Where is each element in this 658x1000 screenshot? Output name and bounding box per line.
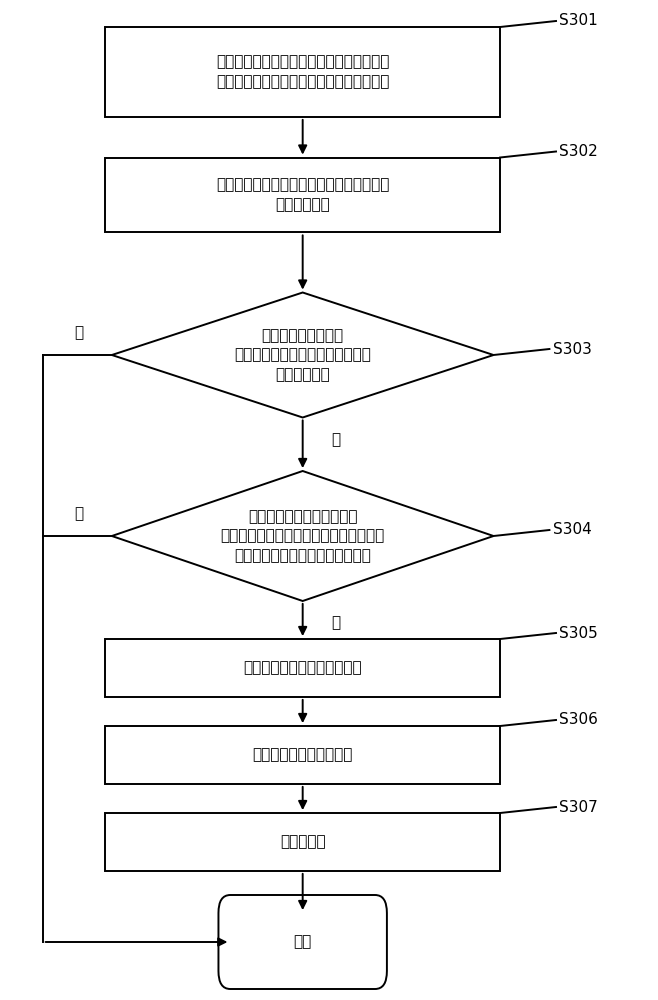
FancyBboxPatch shape xyxy=(105,157,500,232)
Polygon shape xyxy=(112,471,494,601)
FancyBboxPatch shape xyxy=(105,726,500,784)
Polygon shape xyxy=(112,292,494,418)
Text: 否: 否 xyxy=(74,506,84,521)
Text: 拒绝发起终端的通信连接请求: 拒绝发起终端的通信连接请求 xyxy=(243,660,362,676)
Text: 输出提示框: 输出提示框 xyxy=(280,834,326,850)
Text: 否: 否 xyxy=(74,326,84,340)
FancyBboxPatch shape xyxy=(105,813,500,871)
FancyBboxPatch shape xyxy=(105,639,500,697)
Text: S305: S305 xyxy=(559,626,598,640)
Text: 响应操作指令，对所有被操作的目标终端的
标识进行标记: 响应操作指令，对所有被操作的目标终端的 标识进行标记 xyxy=(216,178,390,212)
Text: 向发起终端发送预置信息: 向发起终端发送预置信息 xyxy=(253,748,353,762)
FancyBboxPatch shape xyxy=(105,27,500,117)
Text: 检测针对通信录中一个或一个以上的联系人
的目标终端的标识进行操作输入的操作指令: 检测针对通信录中一个或一个以上的联系人 的目标终端的标识进行操作输入的操作指令 xyxy=(216,55,390,89)
Text: S303: S303 xyxy=(553,342,592,357)
Text: S302: S302 xyxy=(559,144,598,159)
FancyBboxPatch shape xyxy=(218,895,387,989)
Text: S306: S306 xyxy=(559,712,598,728)
Text: S304: S304 xyxy=(553,522,592,537)
Text: S301: S301 xyxy=(559,13,598,28)
Text: 是: 是 xyxy=(331,615,340,631)
Text: 结束: 结束 xyxy=(293,934,312,950)
Text: 接收到发起终端发送
的通信连接请求时，检测电量是否
低于预设阈值: 接收到发起终端发送 的通信连接请求时，检测电量是否 低于预设阈值 xyxy=(234,328,371,382)
Text: 判断发起终端的标识是否与
通信录中被标记的指定发送预置信息的某
一个联系人的目标终端的标识相同: 判断发起终端的标识是否与 通信录中被标记的指定发送预置信息的某 一个联系人的目标… xyxy=(220,509,385,563)
Text: 是: 是 xyxy=(331,432,340,447)
Text: S307: S307 xyxy=(559,800,598,814)
